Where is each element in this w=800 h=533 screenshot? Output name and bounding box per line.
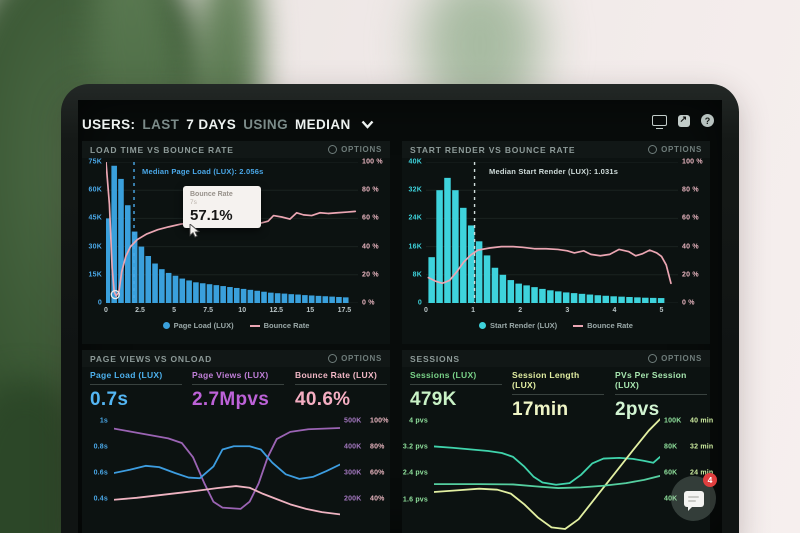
- gear-icon: [328, 145, 338, 154]
- chat-bubble-icon: [683, 490, 704, 511]
- chart-page-views-vs-onload: 1s 0.8s 0.6s 0.4s 500K 400K 300K 200K 100% 80% 6…: [82, 412, 390, 533]
- metric-label: PVs Per Session (LUX): [615, 370, 707, 395]
- header-icon-row: ?: [652, 113, 715, 129]
- y-axis-left: 1s 0.8s 0.6s 0.4s: [93, 417, 108, 503]
- panel-title: PAGE VIEWS VS ONLOAD: [90, 353, 213, 364]
- panel-header: LOAD TIME VS BOUNCE RATE OPTIONS: [82, 141, 390, 158]
- options-button[interactable]: OPTIONS: [648, 145, 702, 154]
- help-icon[interactable]: ?: [700, 113, 715, 128]
- median-annotation: Median Start Render (LUX): 1.031s: [489, 167, 619, 176]
- metric-value: 2pvs: [615, 399, 660, 420]
- chart-load-time-vs-bounce: 75K 60K 45K 30K 15K 0 100 % 80 % 60 % 40 % 20 % 0 …: [82, 158, 390, 344]
- chart-plot[interactable]: [113, 414, 341, 532]
- options-button[interactable]: OPTIONS: [648, 354, 702, 363]
- chart-start-render-vs-bounce: 40K 32K 24K 16K 8K 0 100 % 80 % 60 % 40 % 20 % 0 %…: [402, 158, 710, 344]
- tooltip-value: 57.1%: [190, 207, 233, 224]
- metric-value: 479K: [410, 389, 457, 410]
- panel-start-render: START RENDER VS BOUNCE RATE OPTIONS 40K 3…: [402, 141, 710, 344]
- y-axis-right: 100 % 80 % 60 % 40 % 20 % 0 %: [362, 158, 383, 307]
- display-icon[interactable]: [652, 113, 667, 129]
- mouse-cursor-icon: [189, 224, 201, 238]
- metric-label: Session Length (LUX): [512, 370, 604, 395]
- metric-page-load: Page Load (LUX) 0.7s: [90, 370, 182, 411]
- options-button[interactable]: OPTIONS: [328, 354, 382, 363]
- y-axis-right-sessions: 100K 80K 60K 40K: [664, 417, 682, 503]
- tooltip-subtitle: 7s: [190, 199, 197, 206]
- y-axis-right-views: 500K 400K 300K 200K: [344, 417, 362, 503]
- gear-icon: [328, 354, 338, 363]
- title-last: LAST: [142, 116, 180, 132]
- y-axis-right: 100 % 80 % 60 % 40 % 20 % 0 %: [682, 158, 703, 307]
- metric-label: Page Load (LUX): [90, 370, 182, 385]
- gear-icon: [648, 354, 658, 363]
- y-axis-right-minutes: 40 min 32 min 24 min: [690, 417, 714, 477]
- panel-page-views: PAGE VIEWS VS ONLOAD OPTIONS Page Load (…: [82, 350, 390, 533]
- median-annotation: Median Page Load (LUX): 2.056s: [142, 167, 264, 176]
- legend-item: Bounce Rate: [249, 321, 309, 330]
- chart-legend: Start Render (LUX) Bounce Rate: [402, 321, 710, 330]
- panel-title: SESSIONS: [410, 353, 460, 364]
- share-icon[interactable]: [676, 113, 691, 128]
- metric-page-views: Page Views (LUX) 2.7Mpvs: [192, 370, 284, 411]
- legend-item: Start Render (LUX): [479, 321, 557, 330]
- chat-button[interactable]: 4: [671, 473, 717, 521]
- chart-sessions: 4 pvs 3.2 pvs 2.4 pvs 1.6 pvs 100K 80K 60K 40K…: [402, 412, 713, 533]
- chart-plot[interactable]: [104, 161, 358, 304]
- title-users: USERS:: [82, 116, 136, 132]
- metric-sessions: Sessions (LUX) 479K: [410, 370, 502, 411]
- panel-header: SESSIONS OPTIONS: [402, 350, 710, 367]
- options-label: OPTIONS: [661, 354, 702, 363]
- y-axis-left: 4 pvs 3.2 pvs 2.4 pvs 1.6 pvs: [402, 417, 428, 504]
- metric-label: Page Views (LUX): [192, 370, 284, 385]
- title-using: USING: [243, 116, 288, 132]
- metric-value: 0.7s: [90, 389, 129, 410]
- panel-load-time: LOAD TIME VS BOUNCE RATE OPTIONS 75K 60K 4…: [82, 141, 390, 344]
- metric-value: 2.7Mpvs: [192, 389, 270, 410]
- title-days: 7 DAYS: [186, 116, 237, 132]
- legend-item: Bounce Rate: [573, 321, 633, 330]
- panel-title: START RENDER VS BOUNCE RATE: [410, 144, 576, 155]
- metric-session-length: Session Length (LUX) 17min: [512, 370, 604, 421]
- options-label: OPTIONS: [341, 354, 382, 363]
- gear-icon: [648, 145, 658, 154]
- dashboard-title[interactable]: USERS: LAST 7 DAYS USING MEDIAN: [82, 112, 374, 136]
- metric-label: Bounce Rate (LUX): [295, 370, 387, 385]
- panel-title: LOAD TIME VS BOUNCE RATE: [90, 144, 234, 155]
- options-label: OPTIONS: [661, 145, 702, 154]
- y-axis-left: 40K 32K 24K 16K 8K 0: [408, 158, 422, 307]
- panel-sessions: SESSIONS OPTIONS Sessions (LUX) 479K Ses…: [402, 350, 713, 533]
- legend-item: Page Load (LUX): [162, 321, 234, 330]
- panel-header: PAGE VIEWS VS ONLOAD OPTIONS: [82, 350, 390, 367]
- metric-label: Sessions (LUX): [410, 370, 502, 385]
- chart-plot[interactable]: [426, 161, 678, 304]
- options-label: OPTIONS: [341, 145, 382, 154]
- y-axis-left: 75K 60K 45K 30K 15K 0: [88, 158, 102, 307]
- metric-bounce-rate: Bounce Rate (LUX) 40.6%: [295, 370, 387, 411]
- chart-legend: Page Load (LUX) Bounce Rate: [82, 321, 390, 330]
- tooltip-title: Bounce Rate: [190, 191, 233, 198]
- metric-value: 17min: [512, 399, 569, 420]
- options-button[interactable]: OPTIONS: [328, 145, 382, 154]
- metric-value: 40.6%: [295, 389, 351, 410]
- chevron-down-icon[interactable]: [361, 120, 374, 129]
- x-axis: 0 2.5 5 7.5 10 12.5 15 17.5: [104, 307, 352, 314]
- panel-header: START RENDER VS BOUNCE RATE OPTIONS: [402, 141, 710, 158]
- y-axis-right-bounce: 100% 80% 60% 40%: [370, 417, 389, 503]
- notification-badge: 4: [703, 473, 717, 487]
- chart-plot[interactable]: [433, 414, 661, 532]
- tooltip: Bounce Rate 7s 57.1%: [183, 186, 261, 228]
- title-median: MEDIAN: [294, 116, 351, 132]
- metric-pvs-per-session: PVs Per Session (LUX) 2pvs: [615, 370, 707, 421]
